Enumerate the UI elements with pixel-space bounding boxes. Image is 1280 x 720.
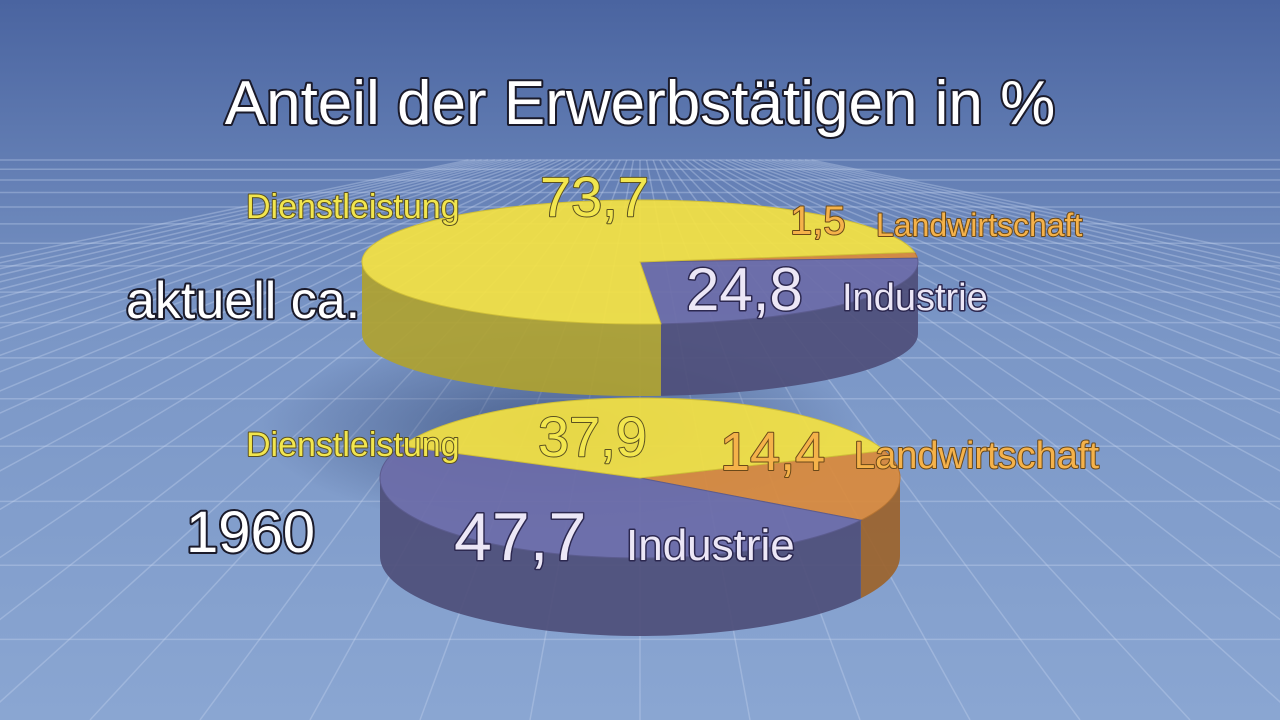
slice-value-1960-landwirtschaft: 14,4 (720, 422, 825, 482)
pie-wall-1960-landwirtschaft (860, 478, 900, 599)
slice-name-1960-industrie: Industrie (626, 521, 795, 570)
grid-line (0, 159, 522, 318)
grid-line (0, 159, 469, 259)
grid-line (811, 159, 1280, 259)
pie-chart-current (361, 199, 919, 396)
grid-line (732, 159, 1280, 373)
grid-line (758, 159, 1280, 318)
grid-line (0, 159, 509, 299)
grid-line (0, 159, 476, 264)
grid-line (785, 159, 1280, 283)
grid-line (718, 159, 1280, 414)
grid-line (0, 159, 542, 357)
pie-slice-aktuell-ca-dienstleistung (361, 199, 916, 325)
pie-slice-1960-industrie (379, 445, 863, 559)
grid-line (0, 159, 482, 270)
slice-name-1960-landwirtschaft: Landwirtschaft (854, 435, 1099, 477)
pie-wall-aktuell-ca-industrie (660, 262, 918, 396)
grid-line (0, 159, 529, 329)
slice-value-current-industrie: 24,8 (686, 256, 803, 323)
pie-label-1960: 1960 (186, 500, 315, 565)
slice-name-current-landwirtschaft: Landwirtschaft (876, 207, 1082, 243)
grid-line (0, 159, 495, 283)
slice-value-current-dienstleistung: 73,7 (540, 165, 649, 228)
slice-name-current-dienstleistung: Dienstleistung (246, 188, 460, 226)
grid-line (771, 159, 1280, 299)
grid-line (0, 159, 515, 308)
grid-line (0, 159, 548, 373)
grid-line (765, 159, 1280, 308)
slice-value-1960-industrie: 47,7 (454, 499, 586, 575)
grid-line (745, 159, 1280, 342)
grid-line (791, 159, 1280, 276)
slice-name-current-industrie: Industrie (842, 277, 988, 319)
grid-line (0, 159, 489, 276)
grid-line (798, 159, 1280, 270)
grid-line (725, 159, 1280, 392)
pie-wall-1960-industrie (380, 478, 861, 636)
pie-slice-1960-dienstleistung (400, 397, 886, 479)
pie-label-current: aktuell ca. (126, 272, 360, 330)
grid-line (751, 159, 1280, 329)
grid-line (0, 159, 535, 342)
pie-slice-aktuell-ca-industrie (639, 257, 919, 325)
pie-slice-1960-landwirtschaft (639, 450, 901, 521)
grid-line (804, 159, 1280, 264)
grid-line (738, 159, 1280, 357)
grid-line (0, 159, 562, 414)
grid-line (0, 159, 555, 392)
slice-value-1960-dienstleistung: 37,9 (538, 405, 647, 468)
pie-wall-aktuell-ca-dienstleistung (362, 262, 661, 396)
chart-title: Anteil der Erwerbstätigen in % (225, 69, 1056, 138)
grid-line (778, 159, 1280, 291)
slice-value-current-landwirtschaft: 1,5 (790, 199, 846, 243)
slice-name-1960-dienstleistung: Dienstleistung (246, 426, 460, 464)
pie-chart-1960 (379, 397, 901, 636)
grid-line (0, 159, 502, 291)
